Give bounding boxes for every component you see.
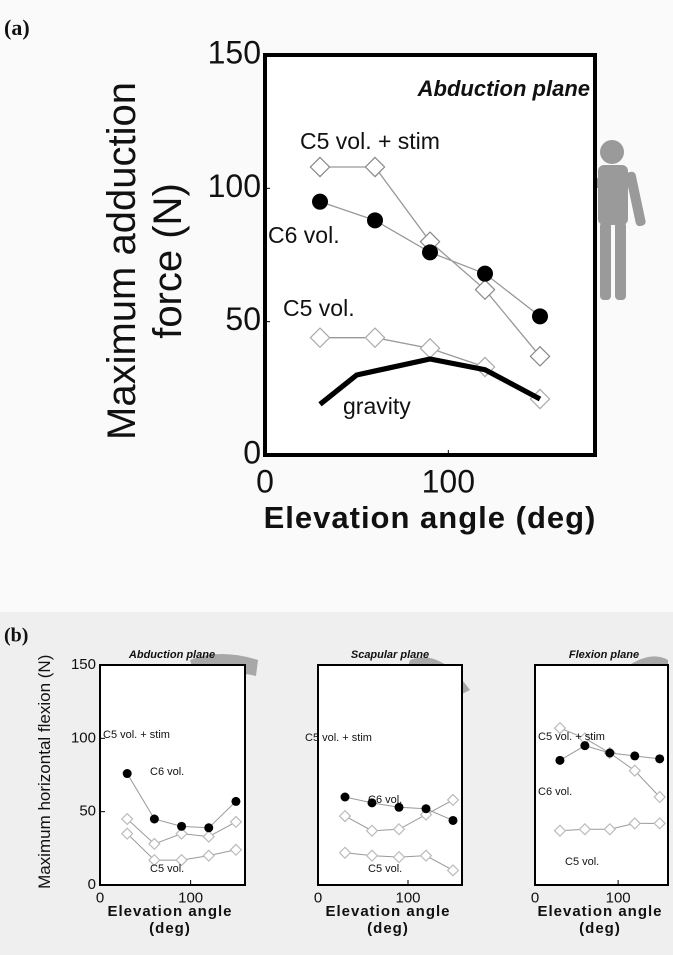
- y-tick-label: 0: [88, 876, 96, 893]
- point: [367, 212, 383, 228]
- series-label: C5 vol. + stim: [103, 729, 170, 741]
- point: [341, 793, 350, 802]
- x-tick-label: 0: [256, 463, 274, 499]
- point: [231, 797, 240, 806]
- point: [150, 815, 159, 824]
- series-label: C6 vol.: [268, 222, 340, 248]
- panel-title: Flexion plane: [569, 649, 639, 661]
- point: [422, 804, 431, 813]
- x-axis-label: Elevation angle (deg): [530, 903, 670, 938]
- series-label: C5 vol.: [368, 863, 402, 875]
- point: [422, 244, 438, 260]
- y-tick-label: 150: [71, 656, 96, 673]
- point: [123, 769, 132, 778]
- point: [177, 822, 186, 831]
- y-axis-label: Maximum horizontal flexion (N): [35, 652, 55, 892]
- point: [655, 754, 664, 763]
- series-label: C5 vol.: [150, 863, 184, 875]
- panel-title: Abduction plane: [417, 76, 590, 101]
- y-tick-label: 150: [208, 34, 261, 70]
- panel-title: Scapular plane: [351, 649, 429, 661]
- x-axis-label: Elevation angle (deg): [100, 903, 240, 938]
- point: [449, 816, 458, 825]
- y-axis-label: Maximum adduction force (N): [99, 66, 191, 456]
- point: [630, 751, 639, 760]
- y-tick-label: 100: [71, 729, 96, 746]
- y-tick-label: 100: [208, 168, 261, 204]
- plot-frame: [535, 665, 668, 885]
- series-label: C5 vol. + stim: [305, 732, 372, 744]
- panel-label: (b): [4, 625, 28, 647]
- x-tick-label: 100: [422, 463, 475, 499]
- point: [605, 749, 614, 758]
- series-label: C6 vol.: [368, 794, 402, 806]
- series-label: C5 vol.: [565, 856, 599, 868]
- point: [477, 266, 493, 282]
- series-label: C5 vol. + stim: [300, 128, 440, 154]
- series-label: gravity: [343, 393, 411, 419]
- x-axis-label: Elevation angle (deg): [250, 500, 610, 536]
- point: [532, 308, 548, 324]
- series-label: C5 vol. + stim: [538, 731, 605, 743]
- point: [580, 741, 589, 750]
- panel-title: Abduction plane: [128, 649, 215, 661]
- series-label: C6 vol.: [538, 786, 572, 798]
- y-tick-label: 50: [79, 803, 96, 820]
- point: [204, 823, 213, 832]
- y-tick-label: 50: [225, 301, 261, 337]
- series-label: C6 vol.: [150, 766, 184, 778]
- panel-label: (a): [4, 15, 30, 40]
- x-axis-label: Elevation angle (deg): [318, 903, 458, 938]
- series-label: C5 vol.: [283, 295, 355, 321]
- figure: 0 50 100 150 0 100 C5 vol. + stim C6 vol. C5 vol…: [0, 0, 673, 955]
- point: [312, 194, 328, 210]
- point: [555, 756, 564, 765]
